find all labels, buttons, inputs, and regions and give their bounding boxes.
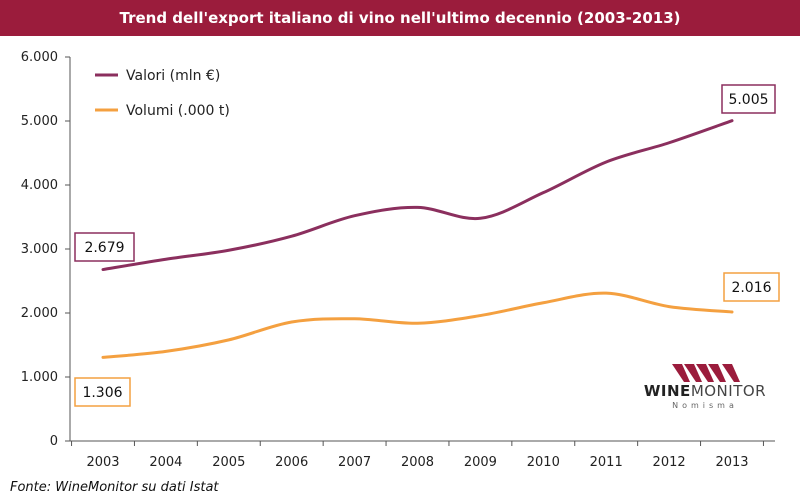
chart-title: Trend dell'export italiano di vino nell'… — [0, 0, 800, 36]
data-label-valori-2013-box — [721, 84, 776, 114]
ticks: 0 1.000 2.000 3.000 4.000 5.000 6.000 2003 2004 2… — [21, 50, 764, 470]
data-label-valori-2003-text: 2.679 — [84, 240, 124, 256]
y-tick-label: 6.000 — [21, 50, 58, 65]
legend-label: Volumi (.000 t) — [126, 103, 230, 119]
x-tick-label: 2003 — [86, 455, 119, 470]
y-tick-label: 0 — [50, 434, 58, 449]
winemonitor-logo: WINEMONITOR Nomisma — [630, 360, 780, 420]
x-tick-label: 2006 — [275, 455, 308, 470]
series-line-volumi — [101, 291, 734, 359]
legend-label: Valori (mln €) — [126, 68, 220, 84]
data-label-valori-2003-box — [74, 232, 135, 262]
x-tick-label: 2005 — [212, 455, 245, 470]
data-label-volumi-2013-box — [723, 272, 780, 302]
x-tick-label: 2009 — [464, 455, 497, 470]
x-tick-label: 2007 — [338, 455, 371, 470]
x-tick-label: 2008 — [401, 455, 434, 470]
source-note: Fonte: WineMonitor su dati Istat — [10, 480, 219, 495]
y-tick-label: 5.000 — [21, 114, 58, 129]
x-tick-label: 2011 — [590, 455, 623, 470]
series-lines — [101, 119, 734, 359]
x-tick-label: 2010 — [527, 455, 560, 470]
y-tick-label: 2.000 — [21, 306, 58, 321]
x-tick-label: 2013 — [715, 455, 748, 470]
y-tick-label: 3.000 — [21, 242, 58, 257]
x-tick-label: 2004 — [149, 455, 182, 470]
data-label-volumi-2013: 2.016 — [723, 272, 780, 302]
winemonitor-logo-icon — [672, 364, 740, 382]
data-label-volumi-2003-box — [74, 377, 131, 407]
data-label-valori-2013: 5.005 — [721, 84, 776, 114]
series-line-valori — [101, 119, 734, 272]
winemonitor-logo-name: WINEMONITOR — [643, 382, 767, 400]
legend: Valori (mln €) Volumi (.000 t) — [95, 68, 230, 119]
y-tick-label: 1.000 — [21, 370, 58, 385]
y-tick-label: 4.000 — [21, 178, 58, 193]
data-label-volumi-2013-text: 2.016 — [731, 280, 771, 296]
winemonitor-logo-sub: Nomisma — [672, 401, 738, 410]
data-labels: 2.679 5.005 1.306 2.016 — [74, 84, 780, 407]
data-label-volumi-2003-text: 1.306 — [82, 385, 122, 401]
data-label-volumi-2003: 1.306 — [74, 377, 131, 407]
data-label-valori-2013-text: 5.005 — [728, 92, 768, 108]
x-tick-label: 2012 — [653, 455, 686, 470]
data-label-valori-2003: 2.679 — [74, 232, 135, 262]
